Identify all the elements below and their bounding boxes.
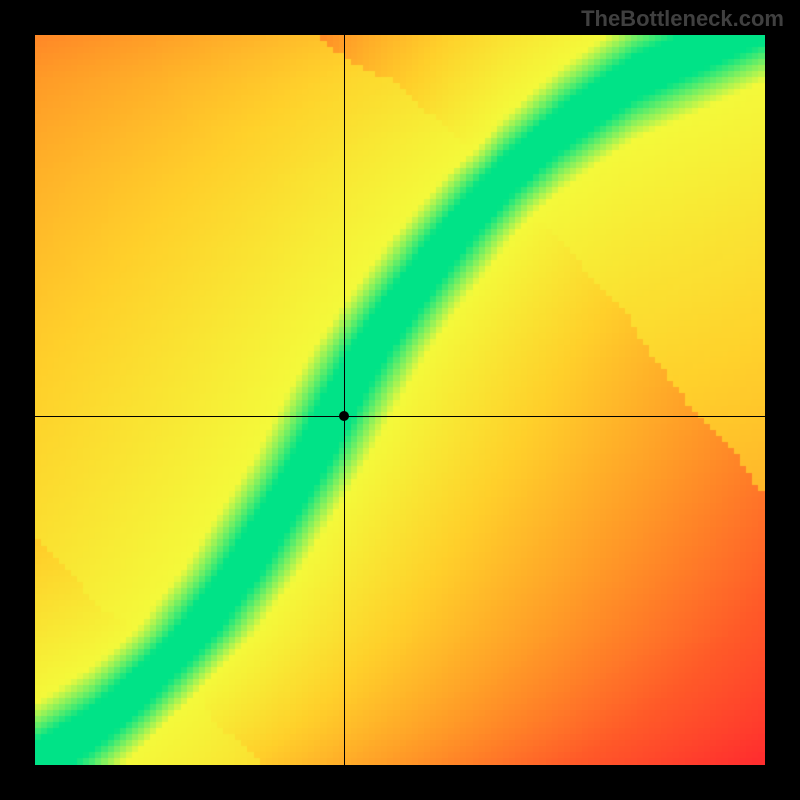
chart-root: TheBottleneck.com xyxy=(0,0,800,800)
watermark-text: TheBottleneck.com xyxy=(581,6,784,32)
crosshair-vertical xyxy=(344,35,345,765)
crosshair-marker xyxy=(339,411,349,421)
crosshair-horizontal xyxy=(35,416,765,417)
heatmap-canvas xyxy=(35,35,765,765)
plot-area xyxy=(35,35,765,765)
